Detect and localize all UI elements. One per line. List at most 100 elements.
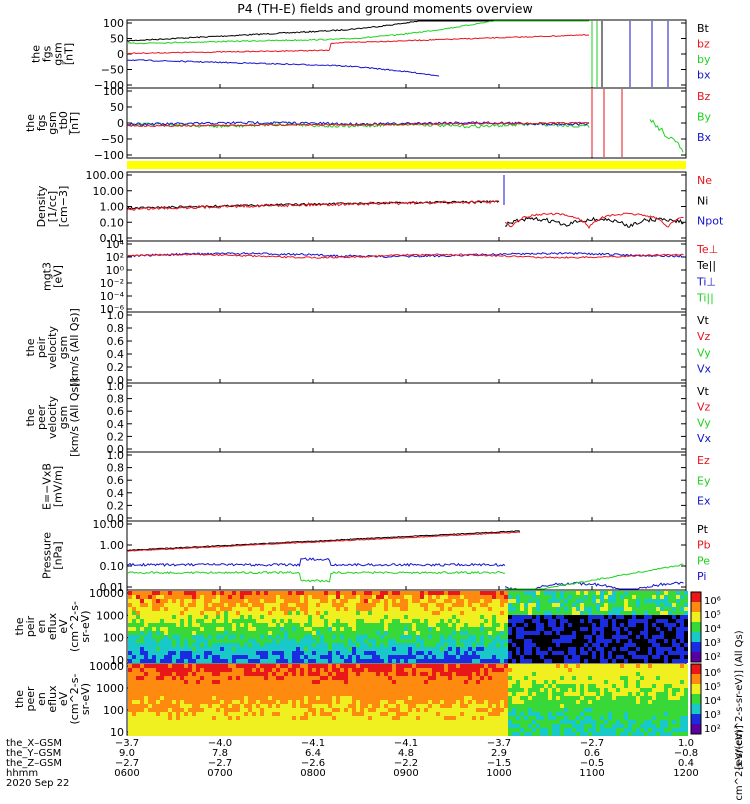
spec-cell	[396, 643, 400, 647]
spec-cell	[488, 611, 492, 615]
spec-cell	[348, 668, 352, 672]
spec-cell	[248, 700, 252, 704]
spec-cell	[456, 591, 460, 595]
spec-cell	[488, 724, 492, 728]
spec-cell	[524, 680, 528, 684]
spec-cell	[380, 708, 384, 712]
spec-cell	[632, 615, 636, 619]
spec-cell	[424, 639, 428, 643]
spec-cell	[360, 639, 364, 643]
spec-cell	[596, 664, 600, 668]
spec-cell	[612, 639, 616, 643]
spec-cell	[360, 611, 364, 615]
spec-cell	[220, 680, 224, 684]
spec-cell	[456, 672, 460, 676]
spec-cell	[356, 643, 360, 647]
spec-cell	[584, 627, 588, 631]
spec-cell	[364, 680, 368, 684]
spec-cell	[176, 664, 180, 668]
spec-cell	[668, 615, 672, 619]
spec-cell	[300, 619, 304, 623]
spec-cell	[520, 627, 524, 631]
spec-cell	[144, 631, 148, 635]
spec-cell	[204, 623, 208, 627]
spec-cell	[476, 716, 480, 720]
spec-cell	[192, 595, 196, 599]
spec-cell	[220, 700, 224, 704]
spec-cell	[332, 684, 336, 688]
spec-cell	[284, 684, 288, 688]
spec-cell	[204, 676, 208, 680]
spec-cell	[616, 643, 620, 647]
spec-cell	[344, 668, 348, 672]
spec-cell	[152, 611, 156, 615]
spec-cell	[176, 668, 180, 672]
spec-cell	[476, 696, 480, 700]
spec-cell	[424, 688, 428, 692]
spec-cell	[216, 599, 220, 603]
spec-cell	[344, 659, 348, 663]
spec-cell	[348, 611, 352, 615]
spec-cell	[436, 704, 440, 708]
spec-cell	[160, 732, 164, 736]
spec-cell	[252, 591, 256, 595]
spec-cell	[284, 692, 288, 696]
spec-cell	[320, 631, 324, 635]
spec-cell	[512, 651, 516, 655]
spec-cell	[592, 603, 596, 607]
spec-cell	[368, 704, 372, 708]
spec-cell	[372, 728, 376, 732]
spec-cell	[344, 607, 348, 611]
spec-cell	[512, 599, 516, 603]
spec-cell	[220, 720, 224, 724]
spec-cell	[588, 684, 592, 688]
spec-cell	[456, 623, 460, 627]
spec-cell	[216, 712, 220, 716]
spec-cell	[224, 599, 228, 603]
spec-cell	[540, 611, 544, 615]
spec-cell	[136, 688, 140, 692]
spec-cell	[472, 647, 476, 651]
spec-cell	[604, 627, 608, 631]
spec-cell	[256, 668, 260, 672]
spec-cell	[388, 696, 392, 700]
spec-cell	[216, 688, 220, 692]
spec-cell	[508, 728, 512, 732]
spec-cell	[452, 627, 456, 631]
spec-cell	[328, 655, 332, 659]
spec-cell	[484, 655, 488, 659]
spec-cell	[544, 664, 548, 668]
spec-cell	[600, 635, 604, 639]
spec-cell	[408, 712, 412, 716]
y-tick-label: 0.4	[107, 348, 125, 361]
spec-cell	[432, 603, 436, 607]
spec-cell	[196, 651, 200, 655]
spec-cell	[584, 664, 588, 668]
spec-cell	[408, 708, 412, 712]
spec-cell	[452, 728, 456, 732]
spec-cell	[148, 639, 152, 643]
spec-cell	[524, 611, 528, 615]
spec-cell	[244, 716, 248, 720]
spec-cell	[160, 696, 164, 700]
spec-cell	[492, 696, 496, 700]
spec-cell	[504, 688, 508, 692]
spec-cell	[172, 615, 176, 619]
spec-cell	[368, 684, 372, 688]
spec-cell	[364, 728, 368, 732]
spec-cell	[176, 659, 180, 663]
spec-cell	[580, 591, 584, 595]
y-tick-label: 0.8	[107, 322, 125, 335]
spec-cell	[132, 635, 136, 639]
spec-cell	[528, 708, 532, 712]
spec-cell	[536, 708, 540, 712]
spec-cell	[160, 672, 164, 676]
spec-cell	[292, 720, 296, 724]
spec-cell	[432, 643, 436, 647]
spec-cell	[156, 659, 160, 663]
spec-cell	[192, 591, 196, 595]
spec-cell	[512, 623, 516, 627]
spec-cell	[432, 700, 436, 704]
legend-entry: Pi	[697, 570, 706, 583]
spec-cell	[168, 643, 172, 647]
